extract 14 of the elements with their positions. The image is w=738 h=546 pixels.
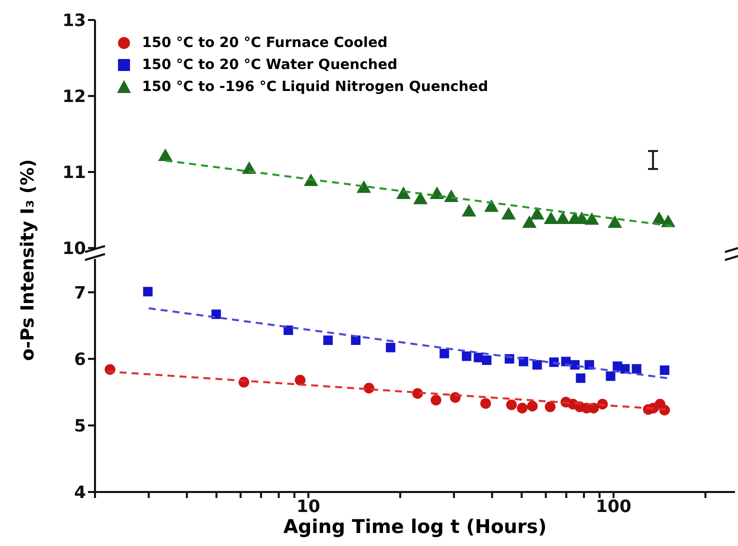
x-axis-title: Aging Time log t (Hours) [282,516,548,538]
legend-label: 150 °C to 20 °C Furnace Cooled [142,34,388,53]
y-tick-label: 12 [62,87,86,108]
y-tick-label: 13 [62,11,86,32]
y-tick-label: 10 [62,239,86,260]
x-tick-label: 100 [596,497,632,518]
y-axis-title: o-Ps Intensity I₃ (%) [18,159,38,361]
legend-label: 150 °C to -196 °C Liquid Nitrogen Quenched [142,78,488,97]
legend-label: 150 °C to 20 °C Water Quenched [142,56,398,75]
y-tick-label: 6 [74,350,86,370]
y-tick-label: 4 [74,483,86,504]
y-tick-label: 5 [74,416,86,436]
y-tick-label: 11 [62,163,86,184]
y-tick-label: 7 [74,283,86,304]
